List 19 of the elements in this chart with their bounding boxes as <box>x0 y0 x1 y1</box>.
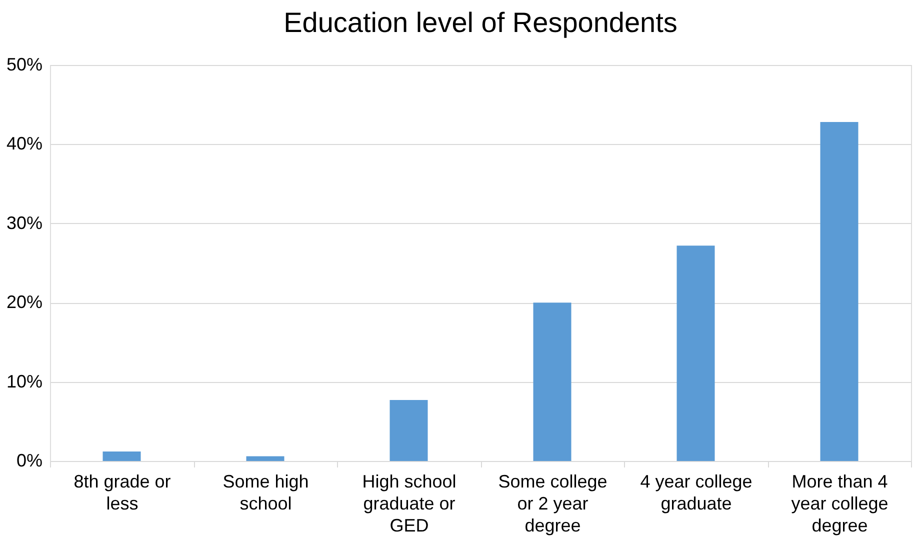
x-tick-label: Some high school <box>222 472 309 514</box>
chart-title: Education level of Respondents <box>284 7 678 38</box>
y-tick-label: 0% <box>16 450 42 470</box>
x-tick-label: More than 4 year college degree <box>791 472 888 536</box>
y-tick-label: 10% <box>6 371 42 392</box>
bar <box>533 302 572 461</box>
bar <box>676 246 715 461</box>
y-tick-label: 50% <box>6 54 42 74</box>
x-tick-label: 8th grade or less <box>74 472 171 514</box>
x-tick-label: High school graduate or GED <box>362 472 456 536</box>
bar <box>246 456 284 461</box>
bar <box>820 122 858 461</box>
bar <box>390 400 428 461</box>
x-tick-label: Some college or 2 year degree <box>498 472 608 536</box>
y-tick-label: 40% <box>6 134 42 154</box>
bar <box>102 451 141 461</box>
y-tick-label: 20% <box>6 292 42 312</box>
x-tick-label: 4 year college graduate <box>640 472 752 514</box>
y-tick-label: 30% <box>6 212 42 233</box>
